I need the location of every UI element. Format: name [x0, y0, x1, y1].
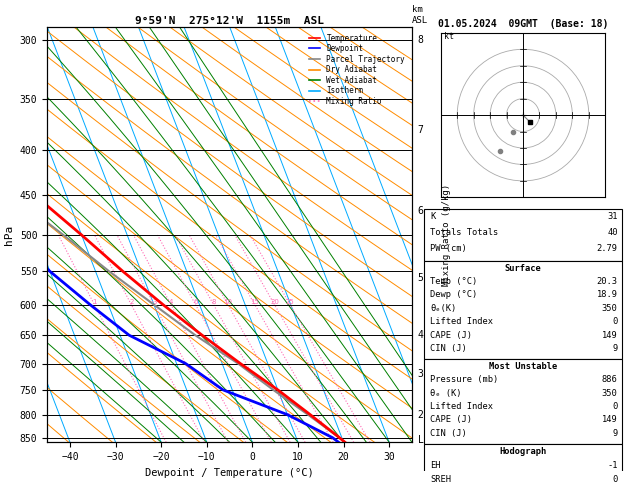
Text: PW (cm): PW (cm): [430, 244, 467, 253]
Text: 2: 2: [129, 299, 133, 305]
Text: CIN (J): CIN (J): [430, 344, 467, 353]
Text: 20: 20: [270, 299, 279, 305]
Text: 15: 15: [250, 299, 259, 305]
Text: © weatheronline.co.uk: © weatheronline.co.uk: [474, 458, 572, 467]
Text: 10: 10: [223, 299, 233, 305]
Bar: [425, 360, 621, 444]
X-axis label: Dewpoint / Temperature (°C): Dewpoint / Temperature (°C): [145, 468, 314, 478]
Text: 1: 1: [92, 299, 97, 305]
Text: θₑ (K): θₑ (K): [430, 388, 462, 398]
Text: Mixing Ratio (g/kg): Mixing Ratio (g/kg): [442, 183, 451, 286]
Text: 2: 2: [418, 410, 423, 419]
Text: 886: 886: [602, 375, 618, 384]
Text: 6: 6: [193, 299, 198, 305]
Text: 0: 0: [613, 317, 618, 326]
Text: 18.9: 18.9: [597, 291, 618, 299]
Text: Pressure (mb): Pressure (mb): [430, 375, 499, 384]
Text: 149: 149: [602, 331, 618, 340]
Text: 40: 40: [607, 228, 618, 237]
Text: Temp (°C): Temp (°C): [430, 277, 477, 286]
Text: 0: 0: [613, 402, 618, 411]
Text: 0: 0: [613, 475, 618, 484]
Text: EH: EH: [430, 461, 441, 470]
Text: km
ASL: km ASL: [412, 5, 428, 25]
Text: Surface: Surface: [504, 263, 542, 273]
Text: 9: 9: [613, 344, 618, 353]
Text: 149: 149: [602, 416, 618, 424]
Text: Most Unstable: Most Unstable: [489, 362, 557, 371]
Bar: [425, 209, 621, 261]
Text: kt: kt: [444, 33, 454, 41]
Bar: [425, 444, 621, 486]
Text: 6: 6: [418, 206, 423, 216]
Text: θₑ(K): θₑ(K): [430, 304, 457, 313]
Text: 25: 25: [286, 299, 294, 305]
Text: Totals Totals: Totals Totals: [430, 228, 499, 237]
Text: 3: 3: [418, 369, 423, 380]
Text: Hodograph: Hodograph: [499, 447, 547, 455]
Text: 9: 9: [613, 429, 618, 438]
Text: 350: 350: [602, 304, 618, 313]
Text: Lifted Index: Lifted Index: [430, 317, 494, 326]
Title: 9°59'N  275°12'W  1155m  ASL: 9°59'N 275°12'W 1155m ASL: [135, 16, 324, 26]
Text: Dewp (°C): Dewp (°C): [430, 291, 477, 299]
Legend: Temperature, Dewpoint, Parcel Trajectory, Dry Adiabat, Wet Adiabat, Isotherm, Mi: Temperature, Dewpoint, Parcel Trajectory…: [306, 31, 408, 109]
Text: K: K: [430, 212, 436, 221]
Text: 8: 8: [418, 35, 423, 45]
Bar: [425, 261, 621, 360]
Text: CAPE (J): CAPE (J): [430, 416, 472, 424]
Text: 4: 4: [169, 299, 173, 305]
Text: LCL: LCL: [418, 435, 435, 445]
Text: 01.05.2024  09GMT  (Base: 18): 01.05.2024 09GMT (Base: 18): [438, 19, 608, 29]
Text: 2.79: 2.79: [597, 244, 618, 253]
Text: Lifted Index: Lifted Index: [430, 402, 494, 411]
Y-axis label: hPa: hPa: [4, 225, 14, 244]
Text: CAPE (J): CAPE (J): [430, 331, 472, 340]
Text: 31: 31: [607, 212, 618, 221]
Text: 3: 3: [152, 299, 157, 305]
Text: -1: -1: [607, 461, 618, 470]
Text: 5: 5: [418, 273, 423, 283]
Text: 20.3: 20.3: [597, 277, 618, 286]
Text: 8: 8: [211, 299, 216, 305]
Text: SREH: SREH: [430, 475, 452, 484]
Text: CIN (J): CIN (J): [430, 429, 467, 438]
Text: 4: 4: [418, 330, 423, 340]
Text: 350: 350: [602, 388, 618, 398]
Text: 7: 7: [418, 125, 423, 135]
